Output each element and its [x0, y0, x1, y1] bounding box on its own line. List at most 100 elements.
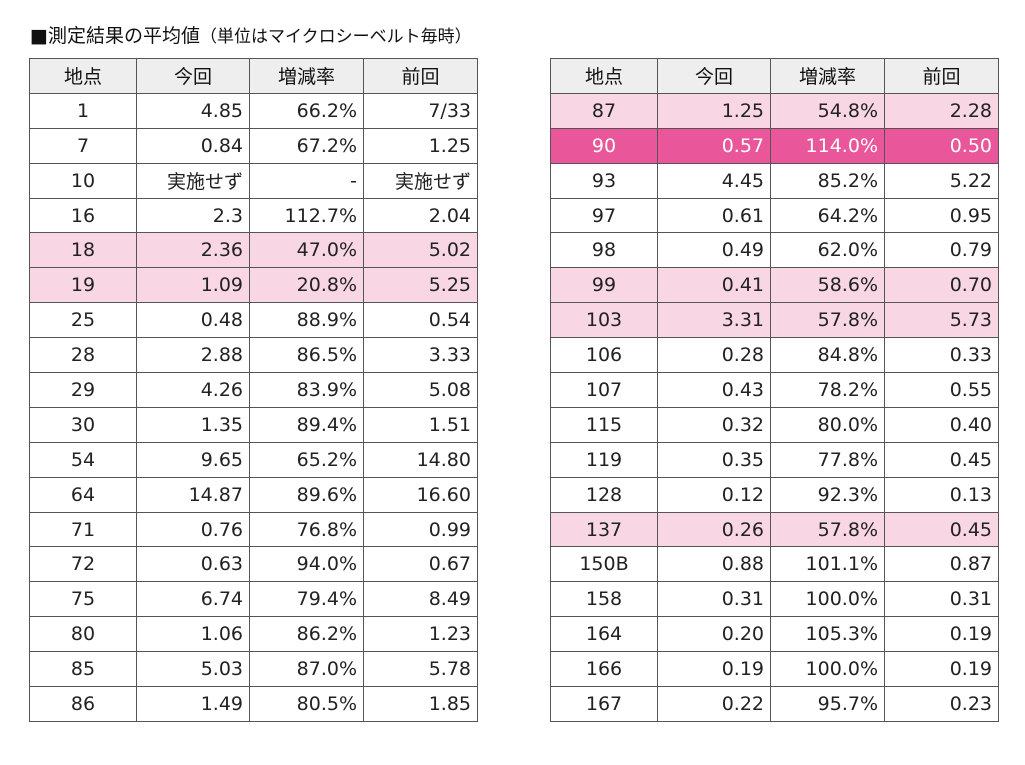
cell-site: 71 [29, 511, 137, 548]
cell-site: 7 [29, 127, 137, 164]
cell-current: 0.26 [657, 511, 771, 548]
cell-current: 4.85 [136, 92, 250, 129]
cell-rate: 92.3% [770, 476, 885, 513]
cell-previous: 0.54 [363, 302, 478, 339]
cell-site: 25 [29, 302, 137, 339]
cell-site: 98 [550, 232, 658, 269]
cell-rate: 105.3% [770, 616, 885, 653]
header-site: 地点 [550, 58, 658, 94]
table-row: 75 6.74 79.4% 8.49 [29, 581, 478, 618]
cell-rate: - [249, 162, 364, 199]
cell-current: 4.26 [136, 372, 250, 408]
cell-previous: 14.80 [363, 441, 478, 478]
cell-rate: 89.6% [249, 476, 364, 513]
cell-site: 93 [550, 162, 658, 199]
cell-site: 164 [550, 616, 658, 653]
table-row: 119 0.35 77.8% 0.45 [550, 441, 999, 478]
cell-site: 16 [29, 197, 137, 234]
cell-rate: 66.2% [249, 92, 364, 129]
cell-current: 0.22 [657, 686, 771, 722]
cell-previous: 1.85 [363, 686, 478, 722]
cell-current: 5.03 [136, 651, 250, 688]
table-row: 98 0.49 62.0% 0.79 [550, 232, 999, 269]
cell-site: 103 [550, 302, 658, 339]
cell-previous: 0.87 [884, 546, 999, 583]
cell-current: 0.35 [657, 441, 771, 478]
cell-site: 19 [29, 267, 137, 304]
table-row: 64 14.87 89.6% 16.60 [29, 476, 478, 513]
cell-current: 0.88 [657, 546, 771, 583]
cell-site: 167 [550, 686, 658, 722]
cell-previous: 16.60 [363, 476, 478, 513]
cell-current: 0.20 [657, 616, 771, 653]
cell-rate: 64.2% [770, 197, 885, 234]
cell-rate: 79.4% [249, 581, 364, 618]
title-unit-note: （単位はマイクロシーベルト毎時） [199, 27, 472, 47]
cell-current: 2.3 [136, 197, 250, 234]
table-row: 93 4.45 85.2% 5.22 [550, 162, 999, 199]
cell-previous: 0.19 [884, 616, 999, 653]
table-row: 137 0.26 57.8% 0.45 [550, 511, 999, 548]
cell-previous: 実施せず [363, 162, 478, 199]
cell-current: 0.41 [657, 267, 771, 304]
cell-site: 90 [550, 127, 658, 164]
cell-previous: 0.40 [884, 406, 999, 443]
table-row: 128 0.12 92.3% 0.13 [550, 476, 999, 513]
cell-current: 0.43 [657, 372, 771, 408]
cell-previous: 0.45 [884, 511, 999, 548]
table-row: 1 4.85 66.2% 7/33 [29, 92, 478, 129]
cell-site: 29 [29, 372, 137, 408]
cell-rate: 86.2% [249, 616, 364, 653]
cell-current: 実施せず [136, 162, 250, 199]
title-main: ■測定結果の平均値 [30, 25, 200, 47]
cell-current: 0.12 [657, 476, 771, 513]
cell-site: 28 [29, 337, 137, 374]
cell-previous: 2.28 [884, 92, 999, 129]
cell-site: 128 [550, 476, 658, 513]
table-row: 158 0.31 100.0% 0.31 [550, 581, 999, 618]
cell-previous: 0.95 [884, 197, 999, 234]
cell-current: 0.28 [657, 337, 771, 374]
table-body-right: 87 1.25 54.8% 2.28 90 0.57 114.0% 0.50 93 4.45 85.… [550, 92, 999, 722]
cell-rate: 89.4% [249, 406, 364, 443]
cell-current: 0.76 [136, 511, 250, 548]
cell-previous: 1.25 [363, 127, 478, 164]
cell-rate: 84.8% [770, 337, 885, 374]
header-site: 地点 [29, 58, 137, 94]
cell-site: 64 [29, 476, 137, 513]
cell-site: 10 [29, 162, 137, 199]
cell-current: 0.61 [657, 197, 771, 234]
cell-previous: 7/33 [363, 92, 478, 129]
cell-previous: 0.99 [363, 511, 478, 548]
table-row: 18 2.36 47.0% 5.02 [29, 232, 478, 269]
cell-current: 2.88 [136, 337, 250, 374]
cell-site: 166 [550, 651, 658, 688]
cell-previous: 1.51 [363, 406, 478, 443]
table-row: 97 0.61 64.2% 0.95 [550, 197, 999, 234]
table-row: 86 1.49 80.5% 1.85 [29, 686, 478, 722]
table-row: 166 0.19 100.0% 0.19 [550, 651, 999, 688]
cell-site: 106 [550, 337, 658, 374]
table-row: 106 0.28 84.8% 0.33 [550, 337, 999, 374]
cell-rate: 20.8% [249, 267, 364, 304]
cell-rate: 78.2% [770, 372, 885, 408]
cell-previous: 0.45 [884, 441, 999, 478]
cell-current: 1.09 [136, 267, 250, 304]
cell-current: 0.31 [657, 581, 771, 618]
cell-rate: 80.5% [249, 686, 364, 722]
cell-rate: 77.8% [770, 441, 885, 478]
cell-current: 3.31 [657, 302, 771, 339]
cell-previous: 5.08 [363, 372, 478, 408]
cell-site: 54 [29, 441, 137, 478]
cell-previous: 5.73 [884, 302, 999, 339]
cell-site: 86 [29, 686, 137, 722]
cell-rate: 112.7% [249, 197, 364, 234]
table-row: 25 0.48 88.9% 0.54 [29, 302, 478, 339]
results-table-left: 地点 今回 増減率 前回 1 4.85 66.2% 7/33 7 0.84 67.2% 1.2… [29, 58, 478, 722]
cell-site: 119 [550, 441, 658, 478]
cell-site: 99 [550, 267, 658, 304]
cell-current: 0.48 [136, 302, 250, 339]
cell-site: 107 [550, 372, 658, 408]
cell-previous: 0.70 [884, 267, 999, 304]
table-row: 87 1.25 54.8% 2.28 [550, 92, 999, 129]
